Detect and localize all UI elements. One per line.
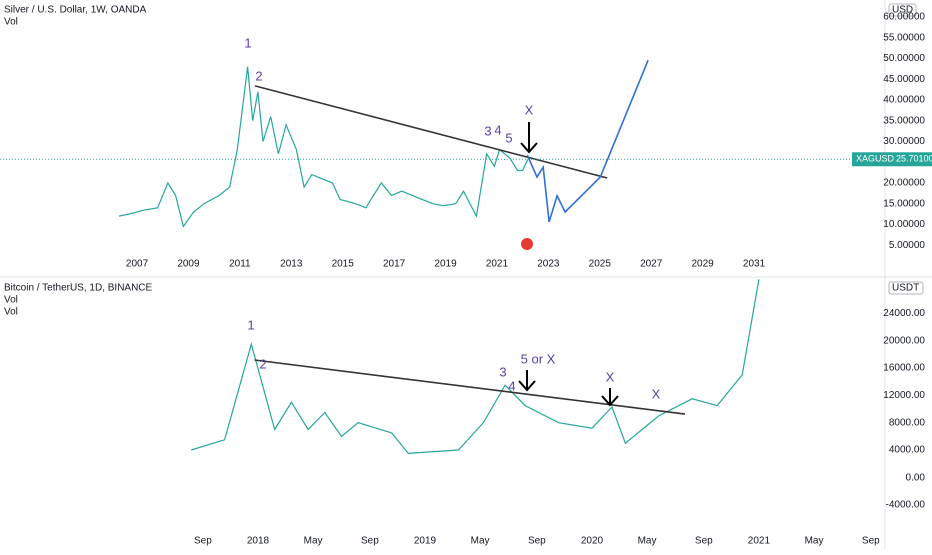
x-tick-label: Sep: [695, 536, 713, 547]
event-icon: [521, 238, 533, 250]
y2-tick-label: -4000.00: [886, 500, 926, 511]
x-tick-label: May: [304, 536, 323, 547]
wave-label: 3: [499, 364, 506, 379]
wave-label: 4: [508, 378, 515, 393]
indicator-label: Vol: [4, 295, 18, 306]
x-tick-label: May: [471, 536, 490, 547]
y-tick-label: 4000.00: [889, 445, 926, 456]
symbol-tag: [852, 152, 932, 167]
arrow: [601, 388, 619, 407]
y-tick-label: 8000.00: [889, 417, 926, 428]
x-tick-label: 2011: [229, 259, 251, 270]
x-tick-label: Sep: [194, 536, 212, 547]
symbol-label: XAGUSD: [856, 154, 895, 164]
x-tick-label: 2019: [434, 259, 457, 270]
y-tick-label: 60.00000: [883, 12, 925, 23]
price-line: [526, 59, 649, 223]
x-tick-label: 2007: [126, 259, 149, 270]
x-tick-label: 2019: [414, 536, 437, 547]
x-tick-label: 2031: [743, 259, 766, 270]
currency-box: [888, 3, 917, 17]
last-price-label: 25.70100: [896, 154, 932, 164]
y-tick-label: 12000.00: [883, 390, 925, 401]
x-tick-label: 2021: [748, 536, 771, 547]
y2-tick-label: 0.00: [906, 473, 926, 484]
y-tick-label: 16000.00: [883, 363, 925, 374]
wave-label: X: [652, 386, 661, 401]
x-tick-label: May: [638, 536, 657, 547]
y-tick-label: 50.00000: [883, 53, 925, 64]
x-tick-label: 2017: [383, 259, 406, 270]
price-line: [191, 279, 760, 455]
x-tick-label: 2021: [486, 259, 509, 270]
x-tick-label: Sep: [361, 536, 379, 547]
indicator-label: Vol: [4, 17, 18, 28]
x-tick-label: Sep: [528, 536, 546, 547]
indicator-label: Vol: [4, 307, 18, 318]
y-tick-label: 55.00000: [883, 32, 925, 43]
price-line: [254, 85, 608, 179]
wave-label: 3: [484, 123, 491, 138]
chart-title: Silver / U.S. Dollar, 1W, OANDA: [4, 5, 147, 16]
chart-title: Bitcoin / TetherUS, 1D, BINANCE: [4, 283, 153, 294]
wave-label: 4: [494, 122, 501, 137]
currency-box: [888, 281, 924, 295]
x-tick-label: 2029: [691, 259, 714, 270]
x-tick-label: 2023: [537, 259, 560, 270]
currency-label: USD: [892, 5, 913, 16]
wave-label: 1: [247, 317, 254, 332]
price-line: [118, 66, 529, 228]
x-tick-label: 2020: [581, 536, 604, 547]
arrow: [520, 122, 538, 154]
wave-label: 2: [255, 68, 262, 83]
y-tick-label: 20.00000: [883, 178, 925, 189]
x-tick-label: Sep: [862, 536, 880, 547]
y-tick-label: 35.00000: [883, 115, 925, 126]
x-tick-label: 2015: [332, 259, 355, 270]
currency-label: USDT: [892, 283, 919, 294]
y-tick-label: 24000.00: [883, 308, 925, 319]
wave-label: 5 or X: [521, 351, 556, 366]
y-tick-label: 45.00000: [883, 74, 925, 85]
x-tick-label: 2025: [589, 259, 612, 270]
x-tick-label: May: [805, 536, 824, 547]
x-tick-label: 2018: [247, 536, 270, 547]
x-tick-label: 2009: [177, 259, 200, 270]
y-tick-label: 40.00000: [883, 95, 925, 106]
y-tick-label: 15.00000: [883, 198, 925, 209]
x-tick-label: 2013: [280, 259, 303, 270]
wave-label: 1: [244, 35, 251, 50]
price-line: [254, 359, 686, 415]
x-tick-label: 2027: [640, 259, 663, 270]
y-tick-label: 20000.00: [883, 335, 925, 346]
y-tick-label: 30.00000: [883, 136, 925, 147]
wave-label: X: [606, 369, 615, 384]
y-tick-label: 5.00000: [889, 240, 926, 251]
wave-label: X: [525, 102, 534, 117]
arrow: [518, 370, 536, 392]
wave-label: 2: [259, 356, 266, 371]
y-tick-label: 10.00000: [883, 219, 925, 230]
wave-label: 5: [505, 130, 512, 145]
